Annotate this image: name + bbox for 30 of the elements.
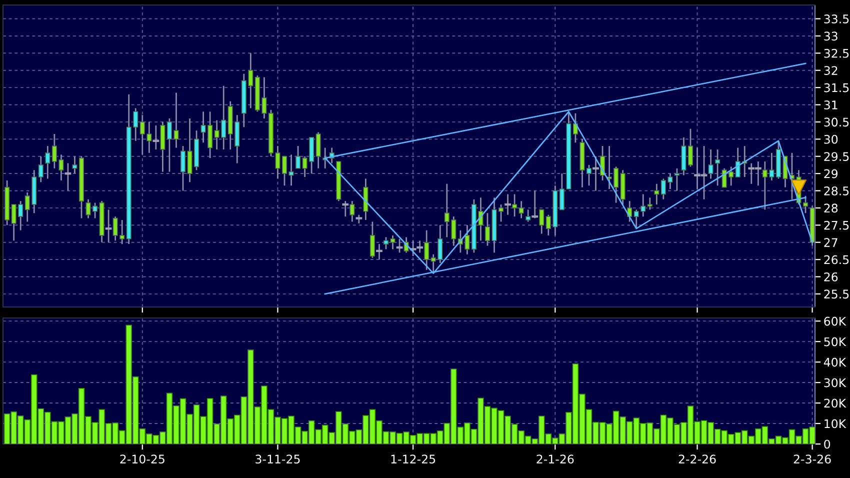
y-tick-label: 20K: [824, 398, 846, 408]
y-tick-label: 30.5: [824, 118, 849, 127]
y-tick-label: 40K: [824, 358, 846, 367]
y-tick-label: 26: [824, 272, 838, 282]
y-tick-label: 32.5: [824, 48, 849, 58]
y-tick-label: 27.5: [824, 220, 849, 230]
x-tick-label: 1-12-25: [391, 454, 436, 464]
y-tick-label: 29: [824, 169, 838, 178]
x-tick-label: 3-11-25: [256, 454, 300, 464]
x-tick-label: 2-10-25: [120, 454, 164, 464]
y-tick-label: 28: [824, 204, 838, 213]
y-tick-label: 31.5: [824, 83, 849, 92]
y-tick-label: 0: [824, 440, 830, 449]
y-tick-label: 33.5: [824, 14, 849, 24]
x-tick-label: 2-3-26: [794, 454, 831, 464]
y-tick-label: 27: [824, 238, 838, 247]
y-tick-label: 30K: [824, 378, 846, 388]
y-tick-label: 28.5: [824, 186, 849, 196]
x-tick-label: 2-1-26: [536, 454, 574, 464]
y-tick-label: 25.5: [824, 290, 849, 299]
y-tick-label: 10K: [824, 419, 846, 428]
y-tick-label: 29.5: [824, 152, 849, 161]
y-tick-label: 50K: [824, 337, 846, 346]
y-tick-label: 32: [824, 66, 838, 76]
y-tick-label: 33: [824, 32, 838, 41]
x-tick-label: 2-2-26: [678, 454, 716, 464]
y-tick-label: 60K: [824, 316, 846, 326]
y-tick-label: 30: [824, 134, 838, 144]
y-tick-label: 31: [824, 100, 838, 110]
y-tick-label: 26.5: [824, 255, 849, 264]
